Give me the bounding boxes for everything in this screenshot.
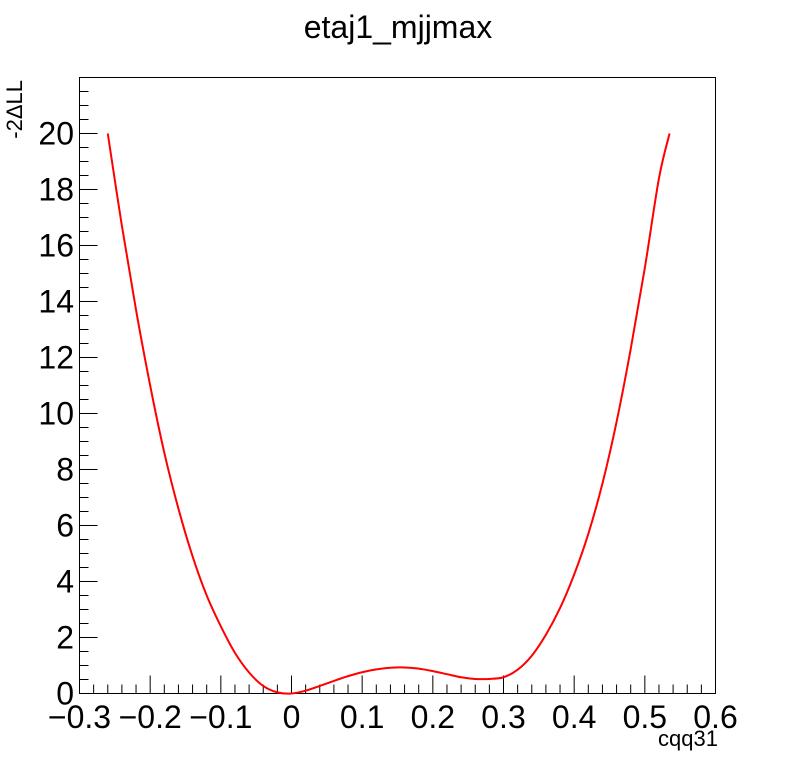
series-layer [106,133,671,695]
y-tick-label: 20 [38,116,74,152]
y-tick-label: 8 [56,452,74,488]
y-tick-label: 16 [38,228,74,264]
y-tick-label: 12 [38,340,74,376]
y-tick-label: 10 [38,396,74,432]
x-axis-ticks [79,675,716,694]
x-axis-tick-labels: −0.3 −0.2 −0.1 0 0.1 0.2 0.3 0.4 0.5 0.6 [48,699,738,735]
y-tick-label: 0 [56,676,74,712]
x-tick-label: −0.2 [119,699,182,735]
x-tick-label: 0.5 [623,699,667,735]
y-tick-label: 14 [38,284,74,320]
y-axis-ticks [79,77,98,694]
x-tick-label: 0.1 [340,699,384,735]
x-tick-label: 0.6 [693,699,737,735]
x-tick-label: 0.3 [481,699,525,735]
x-tick-label: 0.4 [552,699,596,735]
x-axis-label: cqq31 [658,726,718,751]
x-tick-label: 0 [283,699,301,735]
x-tick-label: 0.2 [411,699,455,735]
y-axis-label: -2ΔLL [2,80,27,139]
y-tick-label: 2 [56,620,74,656]
x-tick-label: −0.3 [48,699,111,735]
y-tick-label: 18 [38,172,74,208]
plot-frame [79,77,716,694]
y-axis-tick-labels: 0 2 4 6 8 10 12 14 16 18 20 [38,116,74,712]
y-tick-label: 4 [56,564,74,600]
chart-title: etaj1_mjjmax [304,9,493,45]
y-tick-label: 6 [56,508,74,544]
series-line [106,133,671,695]
x-tick-label: −0.1 [189,699,252,735]
